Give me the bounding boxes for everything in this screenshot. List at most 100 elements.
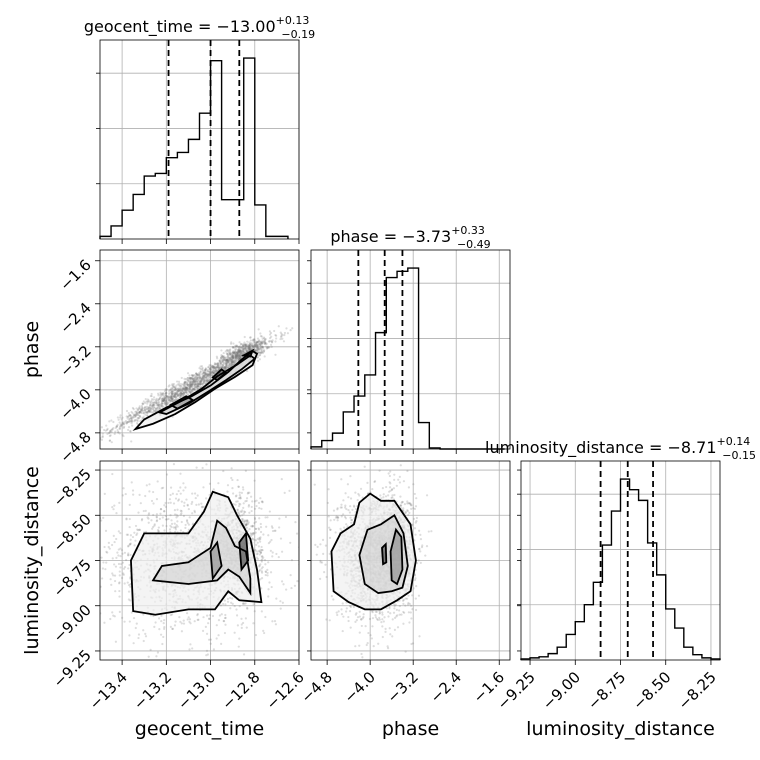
sample-point	[129, 543, 132, 546]
sample-point	[238, 354, 241, 357]
sample-point	[243, 346, 246, 350]
sample-point	[125, 409, 129, 413]
sample-point	[255, 340, 258, 343]
sample-point	[206, 379, 209, 382]
sample-point	[214, 370, 217, 373]
sample-point	[260, 571, 264, 574]
sample-point	[160, 402, 163, 405]
sample-point	[209, 371, 212, 374]
sample-point	[160, 402, 163, 405]
sample-point	[164, 403, 167, 406]
sample-point	[269, 540, 272, 543]
sample-point	[241, 343, 244, 346]
sample-point	[314, 635, 316, 637]
contour-line	[157, 354, 257, 415]
sample-point	[353, 505, 356, 508]
sample-point	[215, 369, 219, 372]
sample-point	[231, 353, 234, 356]
sample-point	[163, 398, 166, 401]
sample-point	[165, 401, 168, 404]
sample-point	[259, 342, 262, 345]
sample-point	[155, 407, 159, 410]
sample-point	[237, 504, 241, 508]
sample-point	[241, 509, 244, 512]
sample-point	[196, 387, 200, 391]
sample-point	[167, 517, 170, 521]
sample-point	[184, 523, 187, 527]
sample-point	[266, 516, 269, 519]
sample-point	[270, 345, 273, 348]
sample-point	[201, 382, 204, 385]
sample-point	[253, 343, 257, 346]
sample-point	[260, 559, 263, 562]
sample-point	[260, 587, 263, 590]
sample-point	[110, 430, 113, 434]
density-fill	[153, 520, 251, 594]
sample-point	[122, 421, 125, 424]
sample-point	[360, 618, 363, 621]
sample-point	[253, 349, 257, 352]
sample-point	[107, 432, 111, 435]
sample-point	[237, 345, 240, 348]
sample-point	[244, 523, 248, 527]
sample-point	[171, 386, 174, 390]
sample-point	[207, 374, 210, 377]
sample-point	[155, 399, 158, 403]
sample-point	[326, 501, 329, 505]
sample-point	[262, 340, 266, 343]
sample-point	[222, 365, 225, 368]
sample-point	[177, 393, 180, 396]
sample-point	[236, 352, 239, 355]
sample-point	[173, 385, 176, 388]
sample-point	[239, 346, 242, 349]
sample-point	[414, 533, 417, 536]
sample-point	[140, 407, 143, 411]
sample-point	[131, 489, 135, 492]
sample-point	[127, 412, 130, 415]
sample-point	[172, 526, 176, 529]
sample-point	[173, 399, 176, 402]
sample-point	[89, 433, 91, 435]
sample-point	[354, 491, 357, 494]
sample-point	[149, 394, 152, 398]
sample-point	[132, 416, 135, 419]
sample-point	[289, 541, 292, 544]
sample-point	[156, 406, 159, 409]
sample-point	[127, 553, 130, 556]
sample-point	[165, 473, 169, 476]
sample-point	[122, 426, 125, 429]
sample-point	[234, 352, 237, 355]
sample-point	[262, 350, 265, 353]
sample-point	[390, 496, 393, 499]
sample-point	[233, 351, 236, 354]
sample-point	[121, 561, 125, 564]
sample-point	[281, 601, 284, 604]
sample-point	[257, 346, 260, 349]
sample-point	[209, 378, 212, 381]
sample-point	[220, 362, 223, 365]
sample-point	[231, 362, 234, 365]
sample-point	[191, 389, 194, 392]
sample-point	[254, 344, 258, 347]
sample-point	[116, 423, 119, 426]
sample-point	[205, 632, 209, 635]
sample-point	[247, 344, 250, 347]
sample-point	[174, 396, 177, 399]
sample-point	[183, 387, 186, 390]
sample-point	[202, 370, 205, 373]
sample-point	[260, 351, 263, 355]
sample-point	[152, 404, 155, 407]
sample-point	[210, 366, 213, 369]
sample-point	[266, 346, 269, 350]
sample-point	[182, 392, 185, 395]
sample-point	[126, 545, 130, 548]
sample-point	[207, 379, 211, 382]
sample-point	[184, 389, 187, 392]
sample-point	[127, 598, 130, 601]
sample-point	[202, 380, 206, 383]
sample-point	[136, 418, 139, 422]
sample-point	[198, 379, 201, 383]
sample-point	[186, 383, 190, 386]
sample-point	[181, 387, 185, 391]
sample-point	[248, 343, 251, 346]
